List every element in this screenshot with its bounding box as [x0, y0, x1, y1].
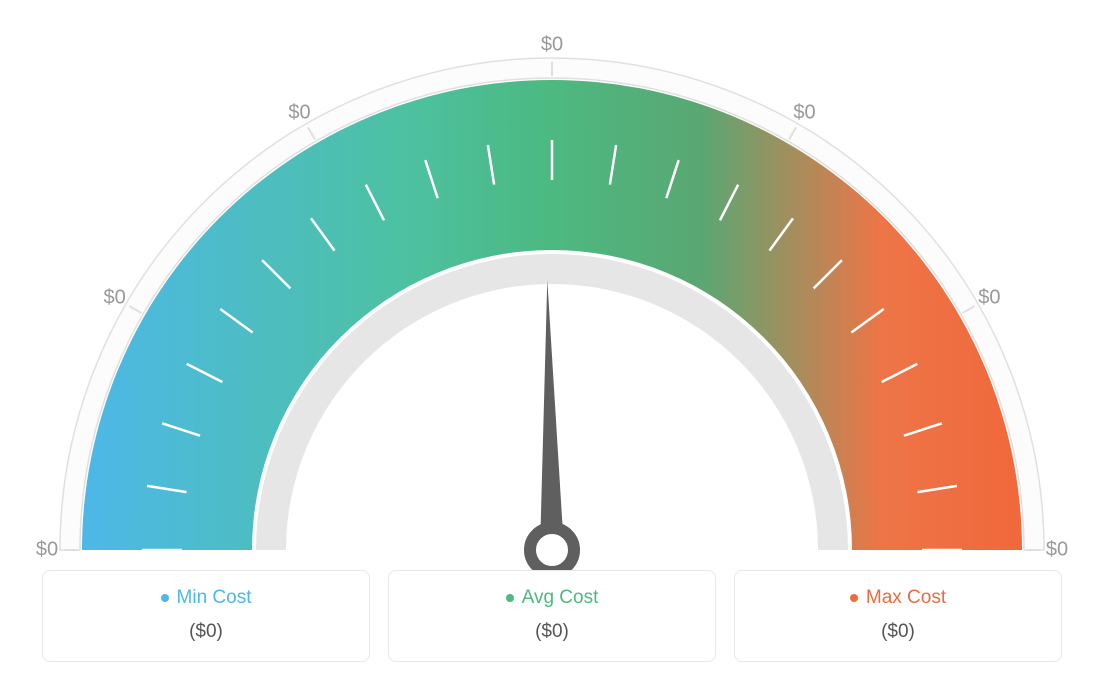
legend-card-avg: Avg Cost ($0)	[388, 570, 716, 662]
legend-value-avg: ($0)	[399, 621, 705, 643]
gauge-svg	[42, 50, 1062, 570]
legend-title-max: Max Cost	[850, 587, 946, 609]
legend-label-min: Min Cost	[177, 587, 252, 609]
legend-title-avg: Avg Cost	[506, 587, 599, 609]
cost-gauge-chart: $0$0$0$0$0$0$0	[42, 50, 1062, 570]
legend-dot-avg	[506, 594, 514, 602]
gauge-tick-label: $0	[793, 101, 815, 124]
legend-value-max: ($0)	[745, 621, 1051, 643]
gauge-tick-label: $0	[978, 286, 1000, 309]
legend-card-max: Max Cost ($0)	[734, 570, 1062, 662]
legend-dot-min	[161, 594, 169, 602]
legend-label-avg: Avg Cost	[522, 587, 599, 609]
gauge-tick-label: $0	[288, 101, 310, 124]
gauge-tick-label: $0	[541, 34, 563, 57]
legend-card-min: Min Cost ($0)	[42, 570, 370, 662]
gauge-tick-label: $0	[104, 286, 126, 309]
gauge-tick-label: $0	[36, 539, 58, 562]
legend-value-min: ($0)	[53, 621, 359, 643]
legend-label-max: Max Cost	[866, 587, 946, 609]
gauge-tick-label: $0	[1046, 539, 1068, 562]
legend-row: Min Cost ($0) Avg Cost ($0) Max Cost ($0…	[42, 570, 1062, 662]
legend-title-min: Min Cost	[161, 587, 252, 609]
legend-dot-max	[850, 594, 858, 602]
